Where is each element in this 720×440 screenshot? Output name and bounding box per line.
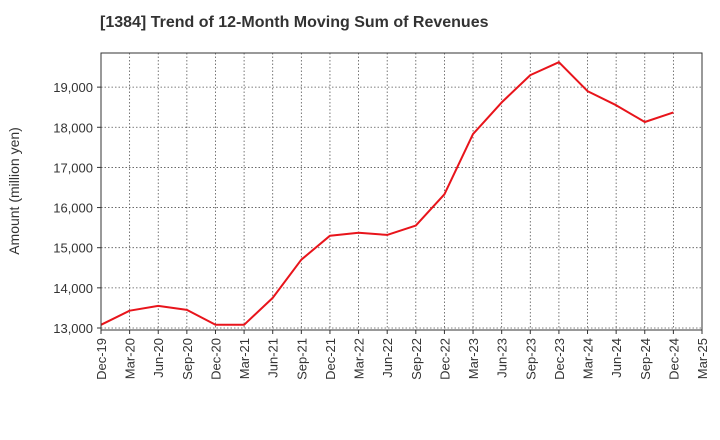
x-tick-label: Sep-24 bbox=[638, 338, 653, 380]
chart-title: [1384] Trend of 12-Month Moving Sum of R… bbox=[100, 14, 489, 31]
x-tick-label: Mar-25 bbox=[695, 338, 710, 379]
x-tick-label: Mar-21 bbox=[237, 338, 252, 379]
series-layer bbox=[100, 61, 674, 326]
y-tick-label: 16,000 bbox=[53, 201, 93, 216]
x-tick-label: Dec-20 bbox=[208, 338, 223, 380]
x-tick-label: Dec-24 bbox=[666, 338, 681, 380]
x-tick-label: Dec-23 bbox=[552, 338, 567, 380]
x-tick-label: Mar-23 bbox=[466, 338, 481, 379]
revenue-series-line bbox=[100, 61, 674, 326]
x-axis-ticks: Dec-19 Mar-20 Jun-20 Sep-20 Dec-20 Mar-21 Jun-… bbox=[94, 330, 710, 380]
y-axis-title: Amount (million yen) bbox=[6, 127, 22, 255]
y-tick-label: 17,000 bbox=[53, 160, 93, 175]
x-tick-label: Mar-24 bbox=[581, 338, 596, 379]
x-tick-label: Jun-22 bbox=[380, 338, 395, 378]
x-tick-label: Dec-19 bbox=[94, 338, 109, 380]
y-tick-label: 19,000 bbox=[53, 80, 93, 95]
x-tick-label: Dec-22 bbox=[437, 338, 452, 380]
x-tick-label: Mar-20 bbox=[123, 338, 138, 379]
y-tick-label: 15,000 bbox=[53, 241, 93, 256]
y-tick-label: 14,000 bbox=[53, 281, 93, 296]
y-axis-ticks: 13,000 14,000 15,000 16,000 17,000 18,000 19,0… bbox=[53, 80, 101, 336]
y-tick-label: 18,000 bbox=[53, 120, 93, 135]
x-tick-label: Jun-24 bbox=[609, 338, 624, 378]
x-tick-label: Jun-21 bbox=[266, 338, 281, 378]
x-tick-label: Sep-23 bbox=[523, 338, 538, 380]
x-tick-label: Mar-22 bbox=[352, 338, 367, 379]
plot-area bbox=[101, 53, 702, 330]
x-tick-label: Sep-20 bbox=[180, 338, 195, 380]
x-tick-label: Jun-20 bbox=[151, 338, 166, 378]
y-tick-label: 13,000 bbox=[53, 321, 93, 336]
x-tick-label: Dec-21 bbox=[323, 338, 338, 380]
x-tick-label: Jun-23 bbox=[495, 338, 510, 378]
x-tick-label: Sep-22 bbox=[409, 338, 424, 380]
plot-border bbox=[100, 52, 703, 331]
grid-lines bbox=[101, 53, 702, 330]
x-tick-label: Sep-21 bbox=[294, 338, 309, 380]
